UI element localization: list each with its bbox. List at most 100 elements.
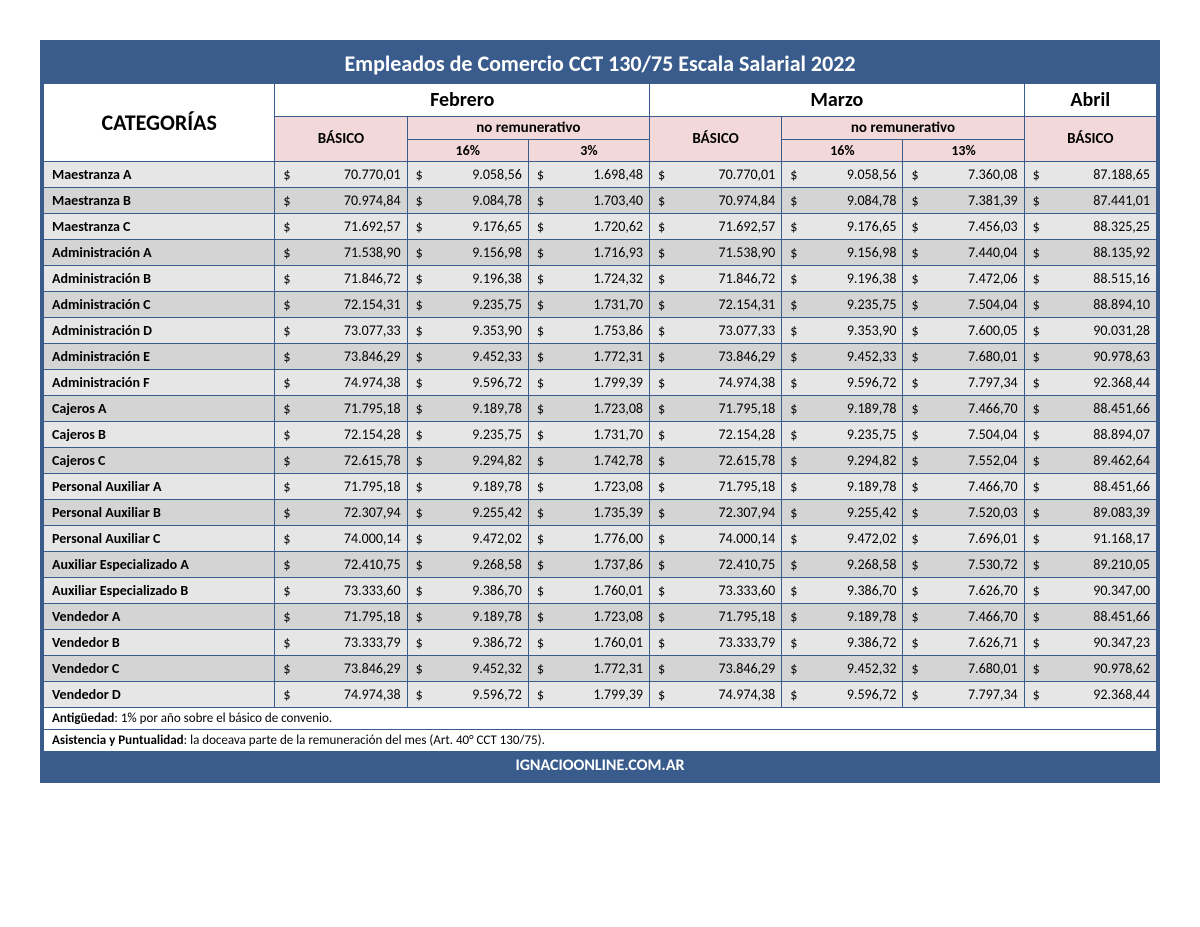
- currency-symbol: $: [1033, 660, 1040, 677]
- amount-cell: $1.731,70: [528, 422, 649, 448]
- table-row: Maestranza C$71.692,57$9.176,65$1.720,62…: [44, 214, 1157, 240]
- currency-symbol: $: [658, 634, 665, 651]
- amount-value: 72.410,75: [719, 556, 776, 573]
- amount-value: 72.307,94: [344, 504, 401, 521]
- currency-symbol: $: [283, 192, 290, 209]
- currency-symbol: $: [416, 218, 423, 235]
- currency-symbol: $: [658, 244, 665, 261]
- amount-value: 9.353,90: [847, 322, 897, 339]
- currency-symbol: $: [416, 634, 423, 651]
- amount-cell: $7.360,08: [903, 162, 1024, 188]
- amount-value: 72.154,31: [344, 296, 401, 313]
- currency-symbol: $: [790, 452, 797, 469]
- table-row: Cajeros B$72.154,28$9.235,75$1.731,70$72…: [44, 422, 1157, 448]
- amount-cell: $73.846,29: [275, 344, 407, 370]
- amount-cell: $72.154,31: [650, 292, 782, 318]
- category-cell: Cajeros B: [44, 422, 275, 448]
- amount-value: 7.552,04: [968, 452, 1018, 469]
- amount-cell: $7.626,70: [903, 578, 1024, 604]
- currency-symbol: $: [911, 686, 918, 703]
- amount-value: 7.456,03: [968, 218, 1018, 235]
- amount-cell: $88.894,10: [1024, 292, 1156, 318]
- amount-value: 70.770,01: [344, 166, 401, 183]
- categories-header: CATEGORÍAS: [44, 84, 275, 162]
- table-row: Vendedor A$71.795,18$9.189,78$1.723,08$7…: [44, 604, 1157, 630]
- amount-value: 90.978,62: [1093, 660, 1150, 677]
- amount-value: 91.168,17: [1093, 530, 1150, 547]
- currency-symbol: $: [283, 426, 290, 443]
- amount-value: 1.698,48: [593, 166, 643, 183]
- amount-cell: $9.176,65: [407, 214, 528, 240]
- amount-value: 74.000,14: [719, 530, 776, 547]
- currency-symbol: $: [790, 166, 797, 183]
- amount-cell: $1.698,48: [528, 162, 649, 188]
- amount-cell: $1.716,93: [528, 240, 649, 266]
- table-row: Cajeros C$72.615,78$9.294,82$1.742,78$72…: [44, 448, 1157, 474]
- amount-value: 7.600,05: [968, 322, 1018, 339]
- amount-value: 73.077,33: [719, 322, 776, 339]
- table-footer: IGNACIOONLINE.COM.AR: [44, 752, 1157, 780]
- amount-value: 87.441,01: [1093, 192, 1150, 209]
- amount-cell: $9.268,58: [407, 552, 528, 578]
- note-antiguedad-text: : 1% por año sobre el básico de convenio…: [114, 711, 332, 726]
- amount-value: 9.596,72: [472, 374, 522, 391]
- amount-value: 9.452,33: [847, 348, 897, 365]
- currency-symbol: $: [911, 296, 918, 313]
- currency-symbol: $: [283, 608, 290, 625]
- amount-value: 7.626,71: [968, 634, 1018, 651]
- amount-cell: $9.189,78: [407, 396, 528, 422]
- currency-symbol: $: [537, 218, 544, 235]
- amount-value: 7.466,70: [968, 478, 1018, 495]
- currency-symbol: $: [911, 166, 918, 183]
- amount-value: 72.307,94: [719, 504, 776, 521]
- table-row: Administración C$72.154,31$9.235,75$1.73…: [44, 292, 1157, 318]
- currency-symbol: $: [1033, 296, 1040, 313]
- currency-symbol: $: [911, 244, 918, 261]
- currency-symbol: $: [790, 296, 797, 313]
- amount-value: 9.058,56: [472, 166, 522, 183]
- currency-symbol: $: [416, 426, 423, 443]
- amount-cell: $1.723,08: [528, 604, 649, 630]
- amount-cell: $71.692,57: [275, 214, 407, 240]
- currency-symbol: $: [658, 348, 665, 365]
- currency-symbol: $: [1033, 686, 1040, 703]
- currency-symbol: $: [416, 504, 423, 521]
- amount-cell: $71.692,57: [650, 214, 782, 240]
- amount-value: 7.466,70: [968, 608, 1018, 625]
- currency-symbol: $: [658, 608, 665, 625]
- currency-symbol: $: [283, 478, 290, 495]
- currency-symbol: $: [416, 166, 423, 183]
- category-cell: Cajeros A: [44, 396, 275, 422]
- category-cell: Personal Auxiliar A: [44, 474, 275, 500]
- amount-cell: $73.077,33: [650, 318, 782, 344]
- currency-symbol: $: [1033, 244, 1040, 261]
- amount-value: 73.333,79: [719, 634, 776, 651]
- amount-value: 7.466,70: [968, 400, 1018, 417]
- amount-value: 9.156,98: [472, 244, 522, 261]
- amount-value: 9.189,78: [472, 478, 522, 495]
- amount-cell: $9.294,82: [782, 448, 903, 474]
- amount-value: 9.472,02: [847, 530, 897, 547]
- amount-cell: $1.760,01: [528, 630, 649, 656]
- amount-value: 1.760,01: [593, 634, 643, 651]
- amount-value: 1.703,40: [593, 192, 643, 209]
- currency-symbol: $: [416, 452, 423, 469]
- currency-symbol: $: [911, 192, 918, 209]
- currency-symbol: $: [283, 556, 290, 573]
- table-row: Administración F$74.974,38$9.596,72$1.79…: [44, 370, 1157, 396]
- currency-symbol: $: [911, 400, 918, 417]
- currency-symbol: $: [537, 686, 544, 703]
- currency-symbol: $: [658, 452, 665, 469]
- currency-symbol: $: [283, 348, 290, 365]
- amount-value: 71.795,18: [344, 478, 401, 495]
- amount-value: 1.723,08: [593, 608, 643, 625]
- amount-value: 7.520,03: [968, 504, 1018, 521]
- amount-cell: $7.797,34: [903, 682, 1024, 708]
- amount-cell: $74.974,38: [650, 370, 782, 396]
- amount-value: 73.077,33: [344, 322, 401, 339]
- amount-cell: $9.235,75: [407, 422, 528, 448]
- amount-value: 9.294,82: [472, 452, 522, 469]
- currency-symbol: $: [911, 530, 918, 547]
- amount-value: 9.235,75: [472, 426, 522, 443]
- amount-cell: $9.058,56: [782, 162, 903, 188]
